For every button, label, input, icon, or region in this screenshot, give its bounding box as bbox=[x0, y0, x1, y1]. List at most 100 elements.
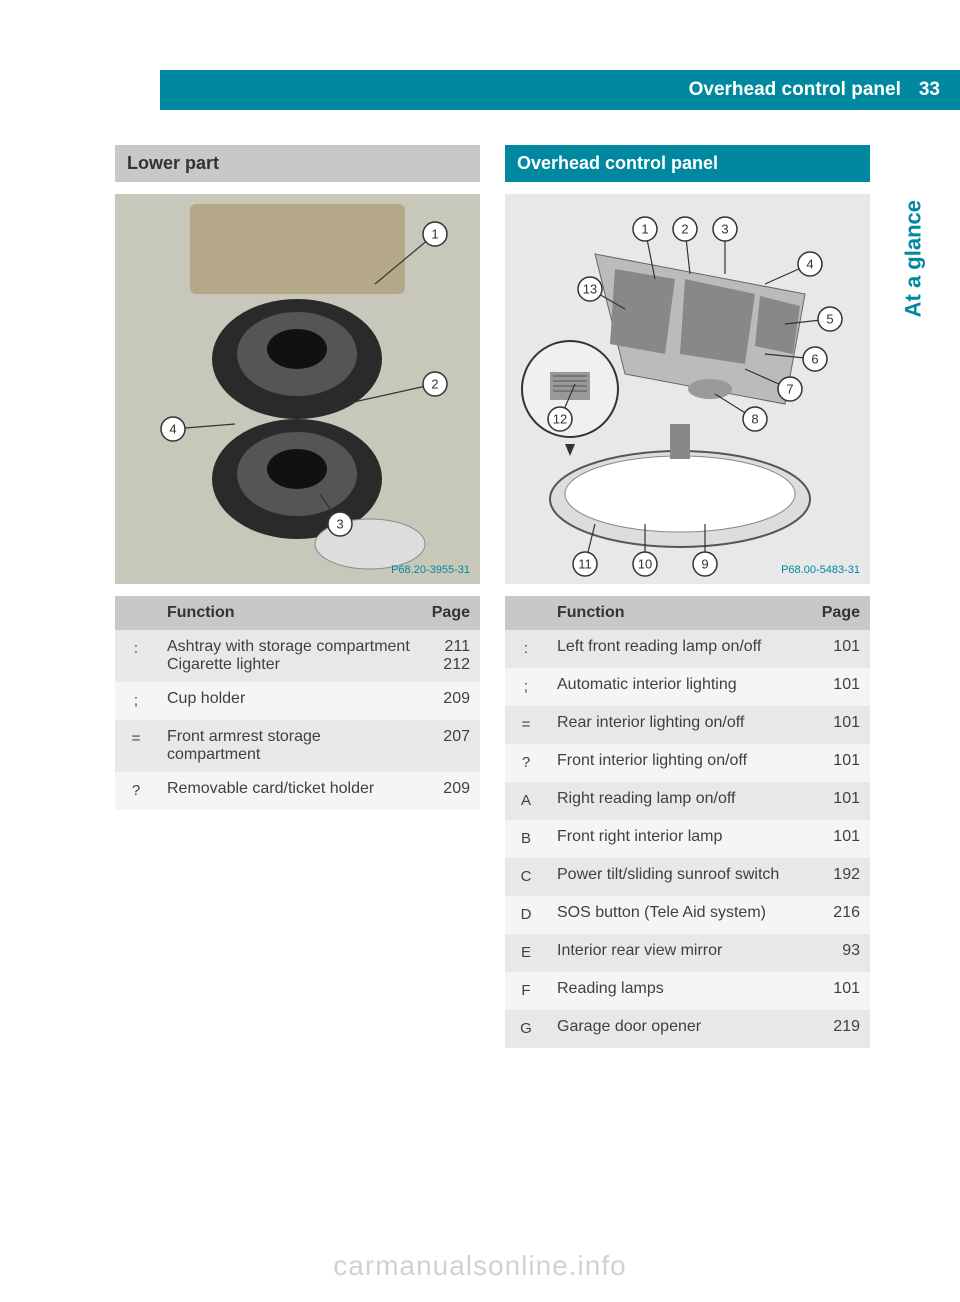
svg-text:5: 5 bbox=[826, 312, 833, 327]
table-row: :Left front reading lamp on/off101 bbox=[505, 630, 870, 668]
row-function: Reading lamps bbox=[547, 972, 810, 1010]
row-page: 216 bbox=[810, 896, 870, 934]
left-figure: 1 2 3 4 P68.20-3955-31 bbox=[115, 194, 480, 584]
header-page-number: 33 bbox=[919, 79, 940, 101]
table-row: =Rear interior lighting on/off101 bbox=[505, 706, 870, 744]
row-symbol: ? bbox=[505, 744, 547, 782]
row-page: 209 bbox=[420, 772, 480, 810]
side-tab: At a glance bbox=[900, 200, 926, 317]
right-image-ref: P68.00-5483-31 bbox=[781, 564, 860, 576]
right-figure-svg: 12345678910111213 bbox=[505, 194, 870, 584]
table-row: ;Cup holder209 bbox=[115, 682, 480, 720]
page-header: Overhead control panel 33 bbox=[160, 70, 960, 110]
row-function: Power tilt/sliding sunroof switch bbox=[547, 858, 810, 896]
table-header-page: Page bbox=[420, 596, 480, 630]
row-function: Automatic interior lighting bbox=[547, 668, 810, 706]
row-symbol: : bbox=[505, 630, 547, 668]
right-section-title: Overhead control panel bbox=[505, 145, 870, 182]
svg-text:9: 9 bbox=[701, 557, 708, 572]
svg-text:4: 4 bbox=[169, 422, 176, 437]
table-row: ARight reading lamp on/off101 bbox=[505, 782, 870, 820]
row-function: Front right interior lamp bbox=[547, 820, 810, 858]
svg-text:3: 3 bbox=[721, 222, 728, 237]
row-function: Front interior lighting on/off bbox=[547, 744, 810, 782]
row-function: Right reading lamp on/off bbox=[547, 782, 810, 820]
svg-text:6: 6 bbox=[811, 352, 818, 367]
table-row: BFront right interior lamp101 bbox=[505, 820, 870, 858]
header-title: Overhead control panel bbox=[689, 79, 901, 101]
row-function: SOS button (Tele Aid system) bbox=[547, 896, 810, 934]
svg-text:4: 4 bbox=[806, 257, 813, 272]
watermark: carmanualsonline.info bbox=[0, 1250, 960, 1282]
table-row: GGarage door opener219 bbox=[505, 1010, 870, 1048]
row-page: 101 bbox=[810, 972, 870, 1010]
table-row: DSOS button (Tele Aid system)216 bbox=[505, 896, 870, 934]
row-symbol: G bbox=[505, 1010, 547, 1048]
row-function: Garage door opener bbox=[547, 1010, 810, 1048]
svg-text:1: 1 bbox=[431, 227, 438, 242]
table-header-function: Function bbox=[547, 596, 810, 630]
svg-text:2: 2 bbox=[431, 377, 438, 392]
table-row: ?Front interior lighting on/off101 bbox=[505, 744, 870, 782]
row-symbol: : bbox=[115, 630, 157, 682]
left-figure-svg: 1 2 3 4 bbox=[115, 194, 480, 584]
row-function: Ashtray with storage compartmentCigarett… bbox=[157, 630, 420, 682]
row-page: 192 bbox=[810, 858, 870, 896]
row-function: Interior rear view mirror bbox=[547, 934, 810, 972]
left-column: Lower part 1 2 3 4 P68.20-3955-31 bbox=[115, 145, 480, 1048]
row-page: 101 bbox=[810, 820, 870, 858]
row-function: Removable card/ticket holder bbox=[157, 772, 420, 810]
row-function: Front armrest storage compartment bbox=[157, 720, 420, 772]
table-row: ?Removable card/ticket holder209 bbox=[115, 772, 480, 810]
svg-text:8: 8 bbox=[751, 412, 758, 427]
row-page: 101 bbox=[810, 668, 870, 706]
row-symbol: = bbox=[115, 720, 157, 772]
table-row: :Ashtray with storage compartmentCigaret… bbox=[115, 630, 480, 682]
row-function: Left front reading lamp on/off bbox=[547, 630, 810, 668]
row-symbol: ? bbox=[115, 772, 157, 810]
row-symbol: ; bbox=[115, 682, 157, 720]
svg-text:12: 12 bbox=[553, 412, 567, 427]
row-symbol: B bbox=[505, 820, 547, 858]
row-symbol: D bbox=[505, 896, 547, 934]
table-header-page: Page bbox=[810, 596, 870, 630]
svg-text:10: 10 bbox=[638, 557, 652, 572]
row-page: 101 bbox=[810, 630, 870, 668]
row-page: 101 bbox=[810, 744, 870, 782]
svg-text:7: 7 bbox=[786, 382, 793, 397]
row-page: 207 bbox=[420, 720, 480, 772]
row-function: Cup holder bbox=[157, 682, 420, 720]
svg-text:3: 3 bbox=[336, 517, 343, 532]
table-row: EInterior rear view mirror93 bbox=[505, 934, 870, 972]
row-page: 101 bbox=[810, 782, 870, 820]
table-header-blank bbox=[505, 596, 547, 630]
table-row: FReading lamps101 bbox=[505, 972, 870, 1010]
row-page: 209 bbox=[420, 682, 480, 720]
right-column: Overhead control panel bbox=[505, 145, 870, 1048]
table-row: =Front armrest storage compartment207 bbox=[115, 720, 480, 772]
right-table: Function Page :Left front reading lamp o… bbox=[505, 596, 870, 1048]
row-page: 101 bbox=[810, 706, 870, 744]
left-section-title: Lower part bbox=[115, 145, 480, 182]
row-page: 93 bbox=[810, 934, 870, 972]
row-page: 211212 bbox=[420, 630, 480, 682]
row-symbol: C bbox=[505, 858, 547, 896]
right-figure: 12345678910111213 P68.00-5483-31 bbox=[505, 194, 870, 584]
left-image-ref: P68.20-3955-31 bbox=[391, 564, 470, 576]
manual-page: Overhead control panel 33 At a glance Lo… bbox=[0, 0, 960, 1302]
row-page: 219 bbox=[810, 1010, 870, 1048]
table-row: ;Automatic interior lighting101 bbox=[505, 668, 870, 706]
row-symbol: F bbox=[505, 972, 547, 1010]
table-header-function: Function bbox=[157, 596, 420, 630]
svg-text:11: 11 bbox=[578, 557, 592, 572]
content-area: Lower part 1234 P68.20-3955-31 bbox=[115, 145, 870, 1048]
left-table: Function Page :Ashtray with storage comp… bbox=[115, 596, 480, 810]
row-symbol: E bbox=[505, 934, 547, 972]
table-header-blank bbox=[115, 596, 157, 630]
svg-text:2: 2 bbox=[681, 222, 688, 237]
row-function: Rear interior lighting on/off bbox=[547, 706, 810, 744]
svg-text:13: 13 bbox=[583, 282, 597, 297]
svg-text:1: 1 bbox=[641, 222, 648, 237]
row-symbol: A bbox=[505, 782, 547, 820]
row-symbol: ; bbox=[505, 668, 547, 706]
